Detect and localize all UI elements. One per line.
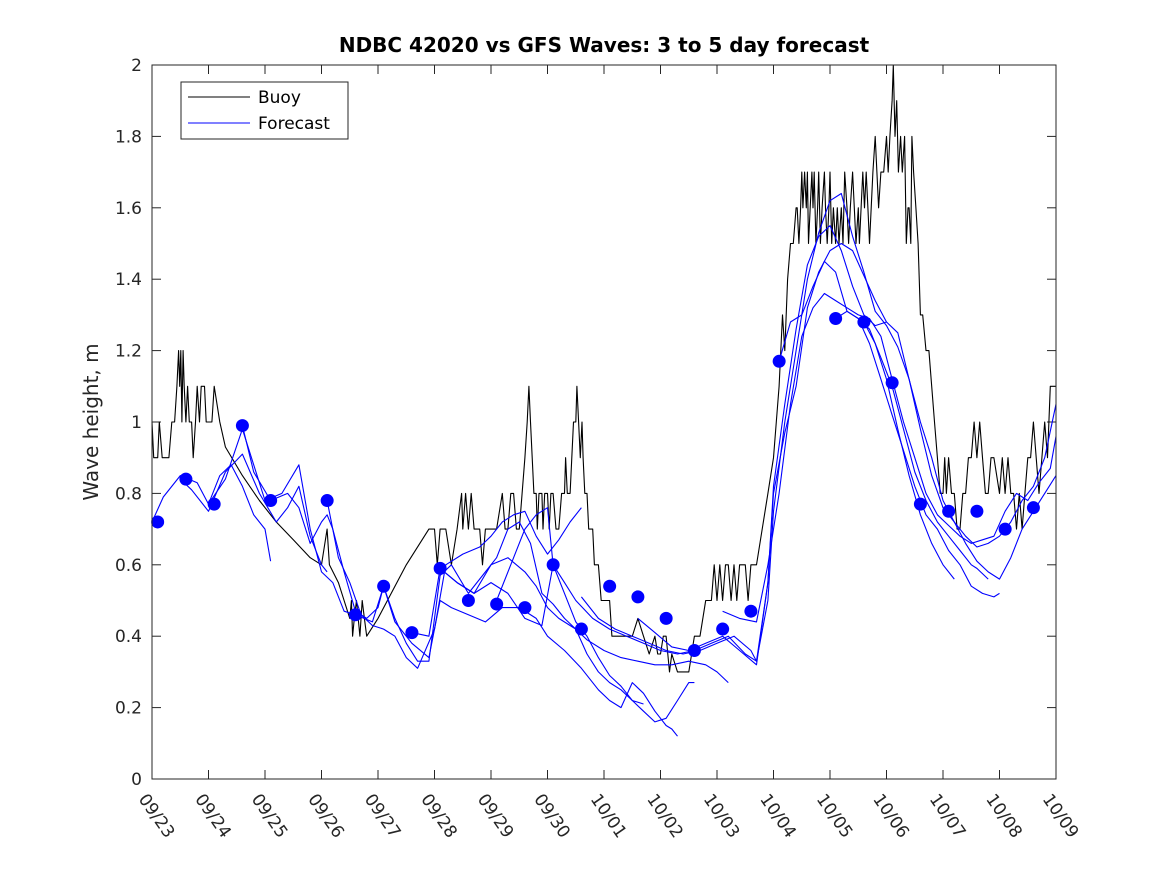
forecast-marker <box>913 497 927 511</box>
forecast-marker <box>320 494 334 508</box>
forecast-series-line <box>383 586 678 737</box>
forecast-marker <box>574 622 588 636</box>
forecast-marker <box>772 354 786 368</box>
forecast-series-line <box>863 321 955 580</box>
buoy-series-line <box>151 64 1056 673</box>
y-axis-label: Wave height, m <box>79 343 103 500</box>
y-tick-labels: 0 0.2 0.4 0.6 0.8 1 1.2 1.4 1.6 1.8 2 <box>115 56 142 790</box>
y-tick-label: 0.4 <box>115 627 142 647</box>
forecast-marker <box>490 597 504 611</box>
forecast-marker <box>942 504 956 518</box>
forecast-series-line <box>355 521 644 705</box>
legend: Buoy Forecast <box>180 81 349 140</box>
forecast-marker <box>659 611 673 625</box>
axes-box <box>151 64 1057 780</box>
forecast-series-line <box>778 260 989 580</box>
forecast-marker <box>207 497 221 511</box>
forecast-marker <box>348 608 362 622</box>
y-tick-label: 0.8 <box>115 484 142 504</box>
y-tick-label: 1.8 <box>115 127 142 147</box>
forecast-marker <box>264 494 278 508</box>
y-tick-label: 1 <box>131 413 142 433</box>
forecast-marker <box>631 590 645 604</box>
y-tick-label: 1.4 <box>115 270 142 290</box>
forecast-series-line <box>722 292 1057 623</box>
y-tick-label: 0 <box>131 770 142 790</box>
forecast-marker <box>603 579 617 593</box>
forecast-series-line <box>637 225 1057 666</box>
legend-buoy-label: Buoy <box>258 88 301 108</box>
forecast-marker <box>546 558 560 572</box>
forecast-marker <box>998 522 1012 536</box>
forecast-marker <box>179 472 193 486</box>
forecast-marker <box>857 315 871 329</box>
forecast-marker <box>151 515 165 529</box>
y-tick-label: 0.6 <box>115 556 142 576</box>
y-tick-label: 1.6 <box>115 199 142 219</box>
y-tick-label: 1.2 <box>115 342 142 362</box>
forecast-marker <box>744 604 758 618</box>
forecast-marker <box>433 561 447 575</box>
marker-layer <box>151 311 1040 657</box>
forecast-marker <box>829 311 843 325</box>
forecast-marker <box>405 626 419 640</box>
forecast-marker <box>1026 501 1040 515</box>
forecast-series-line <box>326 500 582 669</box>
y-tick-label: 0.2 <box>115 699 142 719</box>
forecast-marker <box>518 601 532 615</box>
forecast-series-line <box>208 428 356 616</box>
forecast-marker <box>687 643 701 657</box>
forecast-marker <box>377 579 391 593</box>
forecast-marker <box>885 376 899 390</box>
legend-box <box>180 81 349 140</box>
y-tick-label: 2 <box>131 56 142 76</box>
forecast-marker <box>716 622 730 636</box>
legend-forecast-label: Forecast <box>258 114 330 134</box>
forecast-marker <box>970 504 984 518</box>
forecast-marker <box>461 594 475 607</box>
chart-title: NDBC 42020 vs GFS Waves: 3 to 5 day fore… <box>339 33 870 57</box>
forecast-marker <box>235 419 249 433</box>
forecast-series-line <box>151 464 272 562</box>
